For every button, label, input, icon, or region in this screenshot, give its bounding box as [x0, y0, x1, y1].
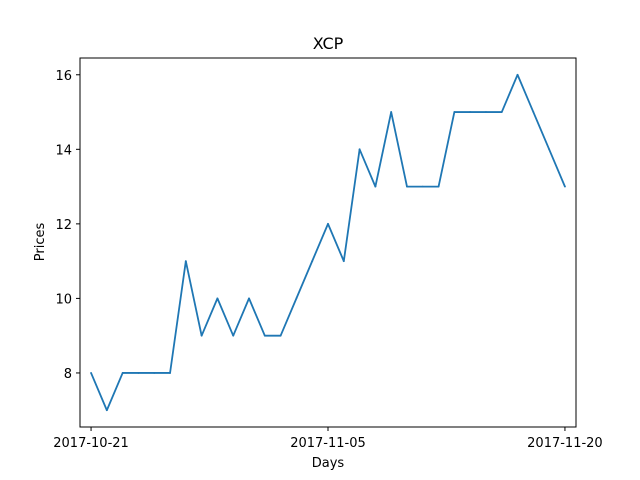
data-point [485, 111, 487, 113]
series-layer [90, 73, 566, 412]
y-tick-label: 12 [55, 218, 72, 233]
data-point [453, 111, 456, 113]
data-point [342, 260, 345, 263]
data-point [121, 372, 124, 374]
data-point [311, 260, 314, 263]
data-point [184, 260, 187, 263]
x-axis-ticks: 2017-10-21 2017-11-05 2017-11-20 [53, 427, 603, 451]
data-point [295, 297, 298, 300]
data-point [248, 297, 250, 300]
y-axis-ticks: 8 10 12 14 16 [55, 69, 80, 382]
data-point [279, 334, 282, 337]
data-point [532, 111, 535, 113]
data-point [437, 185, 440, 188]
y-tick-label: 14 [55, 143, 72, 158]
data-point [200, 334, 203, 337]
x-axis-label: Days [312, 456, 345, 471]
y-axis-label: Prices [33, 223, 48, 262]
x-tick-label: 2017-10-21 [53, 436, 129, 451]
data-point [169, 372, 171, 374]
y-tick-label: 10 [55, 292, 72, 307]
data-point [90, 372, 92, 374]
data-point [358, 148, 361, 151]
x-tick-label: 2017-11-05 [290, 436, 366, 451]
x-tick-label: 2017-11-20 [527, 436, 603, 451]
data-point [564, 185, 566, 188]
data-point [406, 185, 408, 188]
data-point [390, 111, 393, 113]
data-point [516, 73, 519, 76]
y-tick-label: 8 [64, 367, 72, 382]
data-point [105, 409, 108, 412]
data-point [263, 334, 266, 337]
data-point [137, 372, 140, 374]
data-point [153, 372, 156, 374]
data-point [548, 148, 551, 151]
data-point [469, 111, 472, 113]
y-tick-label: 16 [55, 69, 72, 84]
data-point [421, 185, 424, 188]
data-point [374, 185, 377, 188]
chart-title: XCP [313, 34, 344, 53]
data-point [327, 222, 329, 225]
data-point [500, 111, 503, 113]
data-point [216, 297, 219, 300]
data-point [232, 334, 235, 337]
plot-frame [79, 57, 577, 428]
